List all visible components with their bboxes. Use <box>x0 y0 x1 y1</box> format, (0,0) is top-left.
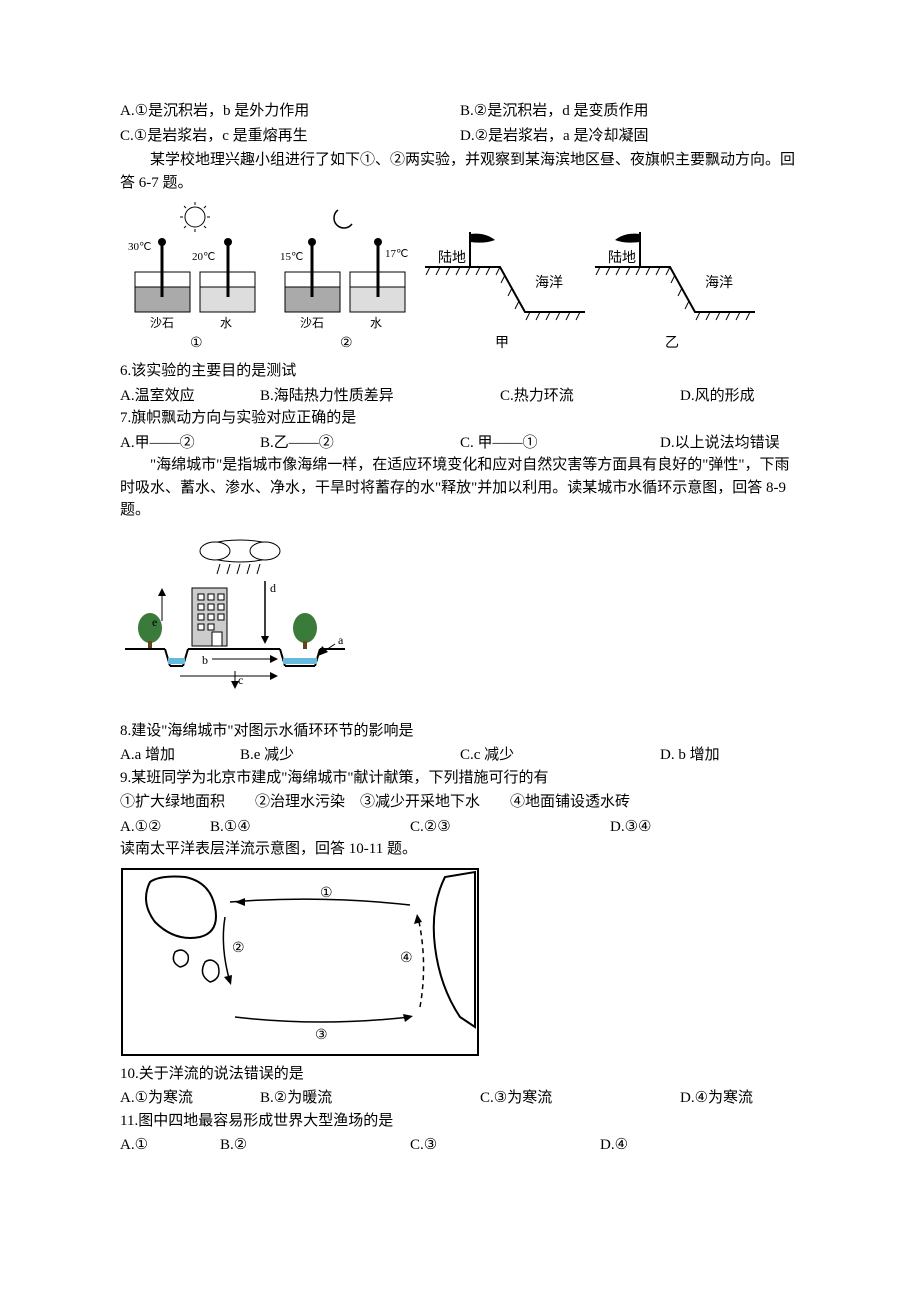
exp2-water-label: 水 <box>370 316 382 330</box>
coast2-num: 乙 <box>665 335 679 351</box>
current-3: ③ <box>315 1028 328 1043</box>
exp1-sand-label: 沙石 <box>150 316 174 330</box>
passage-67: 某学校地理兴趣小组进行了如下①、②两实验，并观察到某海滨地区昼、夜旗帜主要飘动方… <box>120 149 800 194</box>
q5-optB: B.②是沉积岩，d 是变质作用 <box>460 100 800 123</box>
ocean-current-figure: ① ② ③ ④ <box>120 867 480 1057</box>
coast2-sea: 海洋 <box>705 275 733 291</box>
q11-optC: C.③ <box>410 1134 600 1157</box>
exp2-num: ② <box>340 336 353 351</box>
q11-options: A.① B.② C.③ D.④ <box>120 1134 800 1157</box>
q10-options: A.①为寒流 B.②为暖流 C.③为寒流 D.④为寒流 <box>120 1087 800 1110</box>
q7-options: A.甲——② B.乙——② C. 甲——① D.以上说法均错误 <box>120 432 800 455</box>
coast1-num: 甲 <box>495 336 509 351</box>
label-b: b <box>202 653 208 667</box>
q9-optA: A.①② <box>120 816 210 839</box>
q5-optA: A.①是沉积岩，b 是外力作用 <box>120 100 460 123</box>
water-cycle-figure: d e a b c <box>120 536 350 706</box>
q8-stem: 8.建设"海绵城市"对图示水循环环节的影响是 <box>120 720 800 743</box>
q9-optC: C.②③ <box>410 816 610 839</box>
exp1-sand-temp: 30℃ <box>128 241 151 253</box>
q6-stem: 6.该实验的主要目的是测试 <box>120 360 800 383</box>
coast2-land: 陆地 <box>608 250 636 266</box>
exp2-sand-label: 沙石 <box>300 316 324 330</box>
q6-optD: D.风的形成 <box>680 385 800 408</box>
current-4: ④ <box>400 951 413 966</box>
q11-optB: B.② <box>220 1134 410 1157</box>
coast1-land: 陆地 <box>438 250 466 266</box>
experiment-2-figure: 15℃ 17℃ 沙石 水 ② <box>270 202 420 352</box>
q7-optC: C. 甲——① <box>460 432 660 455</box>
exp2-water-temp: 17℃ <box>385 248 408 260</box>
q10-optA: A.①为寒流 <box>120 1087 260 1110</box>
q9-stem: 9.某班同学为北京市建成"海绵城市"献计献策，下列措施可行的有 <box>120 767 800 790</box>
q8-options: A.a 增加 B.e 减少 C.c 减少 D. b 增加 <box>120 744 800 767</box>
q8-optC: C.c 减少 <box>460 744 660 767</box>
q7-optA: A.甲——② <box>120 432 260 455</box>
label-d: d <box>270 581 276 595</box>
experiment-1-figure: 30℃ 20℃ 沙石 水 ① <box>120 202 270 352</box>
q11-stem: 11.图中四地最容易形成世界大型渔场的是 <box>120 1110 800 1133</box>
q5-options-row2: C.①是岩浆岩，c 是重熔再生 D.②是岩浆岩，a 是冷却凝固 <box>120 125 800 148</box>
q10-optB: B.②为暖流 <box>260 1087 480 1110</box>
q6-optA: A.温室效应 <box>120 385 260 408</box>
figure-67-row: 30℃ 20℃ 沙石 水 ① 15℃ 17℃ 沙石 水 ② <box>120 202 800 352</box>
q11-optA: A.① <box>120 1134 220 1157</box>
q11-optD: D.④ <box>600 1134 800 1157</box>
q7-optD: D.以上说法均错误 <box>660 432 800 455</box>
q10-optC: C.③为寒流 <box>480 1087 680 1110</box>
current-2: ② <box>232 941 245 956</box>
exp1-water-temp: 20℃ <box>192 251 215 263</box>
passage-1011: 读南太平洋表层洋流示意图，回答 10-11 题。 <box>120 838 800 861</box>
q8-optA: A.a 增加 <box>120 744 240 767</box>
passage-89: "海绵城市"是指城市像海绵一样，在适应环境变化和应对自然灾害等方面具有良好的"弹… <box>120 454 800 522</box>
q10-optD: D.④为寒流 <box>680 1087 800 1110</box>
coast1-sea: 海洋 <box>535 275 563 291</box>
q10-stem: 10.关于洋流的说法错误的是 <box>120 1063 800 1086</box>
q6-options: A.温室效应 B.海陆热力性质差异 C.热力环流 D.风的形成 <box>120 385 800 408</box>
q8-optB: B.e 减少 <box>240 744 460 767</box>
q9-items: ①扩大绿地面积 ②治理水污染 ③减少开采地下水 ④地面铺设透水砖 <box>120 791 800 814</box>
q9-optD: D.③④ <box>610 816 800 839</box>
label-c: c <box>238 673 243 687</box>
exp1-water-label: 水 <box>220 316 232 330</box>
label-a: a <box>338 633 344 647</box>
q9-optB: B.①④ <box>210 816 410 839</box>
q6-optC: C.热力环流 <box>500 385 680 408</box>
coast-jia-figure: 陆地 海洋 甲 <box>420 222 590 352</box>
q7-optB: B.乙——② <box>260 432 460 455</box>
exp2-sand-temp: 15℃ <box>280 251 303 263</box>
current-1: ① <box>320 886 333 901</box>
q7-stem: 7.旗帜飘动方向与实验对应正确的是 <box>120 407 800 430</box>
q9-options: A.①② B.①④ C.②③ D.③④ <box>120 816 800 839</box>
coast-yi-figure: 陆地 海洋 乙 <box>590 222 760 352</box>
q5-optC: C.①是岩浆岩，c 是重熔再生 <box>120 125 460 148</box>
q5-optD: D.②是岩浆岩，a 是冷却凝固 <box>460 125 800 148</box>
exp1-num: ① <box>190 336 203 351</box>
label-e: e <box>152 615 157 629</box>
q8-optD: D. b 增加 <box>660 744 800 767</box>
q5-options-row1: A.①是沉积岩，b 是外力作用 B.②是沉积岩，d 是变质作用 <box>120 100 800 123</box>
q6-optB: B.海陆热力性质差异 <box>260 385 500 408</box>
